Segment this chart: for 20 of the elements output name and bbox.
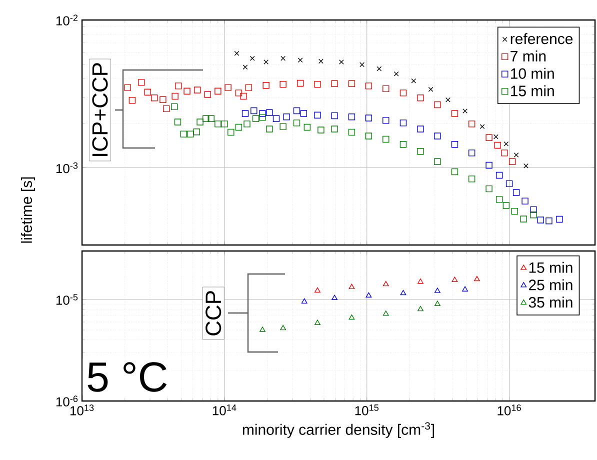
legend-label: 10 min (511, 68, 554, 79)
x-tick-label: 10$^{13}$ (70, 404, 94, 416)
y-tick-label: 10$^{-3}$ (56, 162, 78, 174)
legend-label: 25 min (528, 279, 572, 290)
y-tick-label: 10$^{-5}$ (56, 294, 78, 305)
x-tick-label: 10$^{16}$ (498, 404, 521, 416)
y-tick-label: 10$^{-2}$ (56, 14, 78, 26)
legend-label: 35 min (528, 296, 572, 308)
x-tick-label: 10$^{14}$ (212, 404, 236, 416)
legend-label: 7 min (510, 50, 546, 62)
legend-label: reference (510, 33, 573, 44)
annotation: 5 °C (88, 362, 167, 392)
annotation: CCP (206, 291, 222, 336)
legend-label: 15 min (511, 85, 554, 96)
legend-label: 15 min (529, 262, 572, 273)
x-axis-title: minority carrier density [cm$^{-3}$] (242, 422, 434, 438)
y-tick-label: 10$^{-6}$ (56, 396, 78, 406)
x-tick-label: 10$^{15}$ (355, 404, 379, 416)
y-axis-title: lifetime [s] (21, 177, 35, 243)
annotation: ICP+CCP (92, 63, 108, 156)
